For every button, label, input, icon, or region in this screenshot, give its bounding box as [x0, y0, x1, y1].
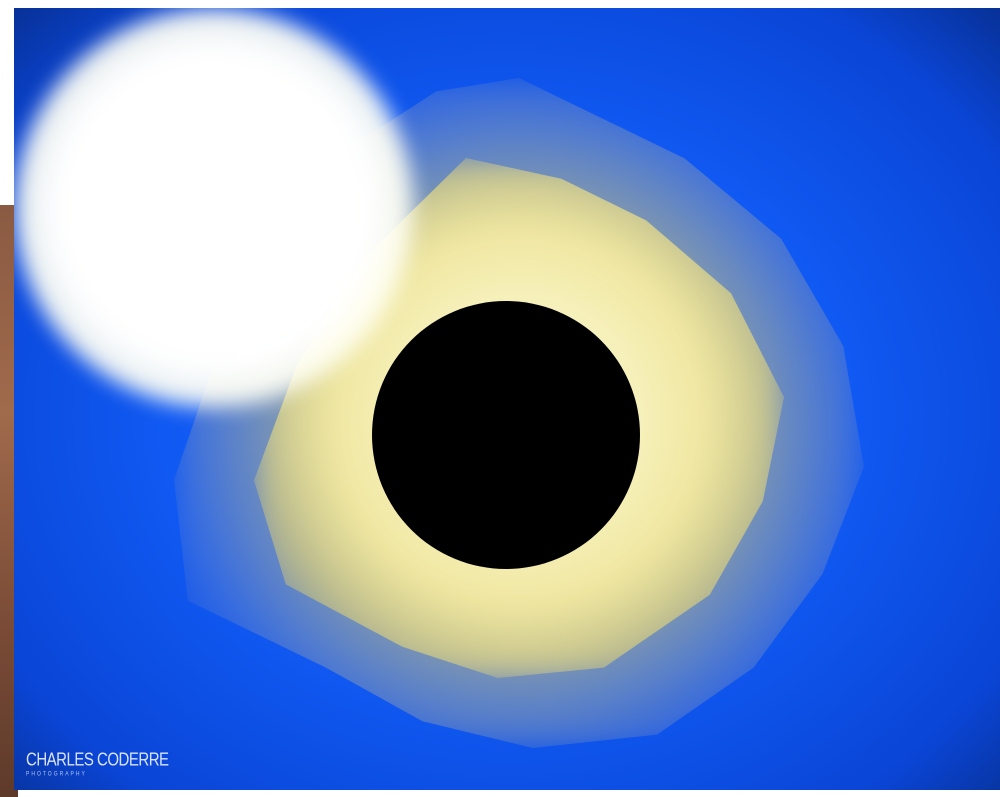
- watermark-text: CHARLES CODERRE: [26, 749, 169, 771]
- background-photo-edge: [0, 205, 18, 797]
- moon-disc: [372, 301, 640, 569]
- inner-corona: [14, 8, 414, 408]
- eclipse-photo: CHARLES CODERRE PHOTOGRAPHY: [14, 8, 1000, 790]
- photographer-watermark: CHARLES CODERRE PHOTOGRAPHY: [26, 751, 169, 779]
- watermark-subtext: PHOTOGRAPHY: [26, 770, 87, 778]
